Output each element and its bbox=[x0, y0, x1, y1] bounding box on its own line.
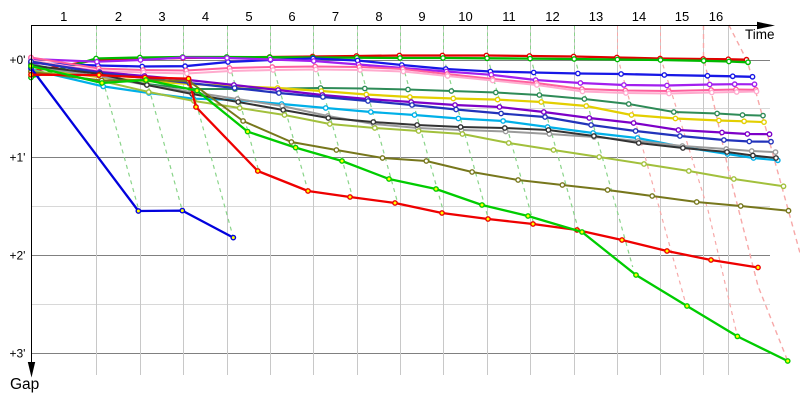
svg-text:3: 3 bbox=[158, 9, 165, 24]
svg-text:Gap: Gap bbox=[10, 376, 39, 393]
svg-text:9: 9 bbox=[418, 9, 425, 24]
svg-text:12: 12 bbox=[545, 9, 559, 24]
svg-text:8: 8 bbox=[375, 9, 382, 24]
svg-text:+0': +0' bbox=[10, 53, 26, 67]
svg-text:5: 5 bbox=[245, 9, 252, 24]
svg-text:6: 6 bbox=[288, 9, 295, 24]
svg-text:11: 11 bbox=[502, 9, 516, 24]
svg-text:Time: Time bbox=[745, 27, 775, 42]
svg-text:15: 15 bbox=[675, 9, 689, 24]
svg-text:4: 4 bbox=[202, 9, 209, 24]
svg-text:+1': +1' bbox=[10, 151, 26, 165]
svg-text:16: 16 bbox=[709, 9, 723, 24]
svg-text:13: 13 bbox=[589, 9, 603, 24]
svg-text:2: 2 bbox=[115, 9, 122, 24]
svg-text:1: 1 bbox=[60, 9, 67, 24]
svg-text:+3': +3' bbox=[10, 347, 26, 361]
svg-text:7: 7 bbox=[332, 9, 339, 24]
svg-text:10: 10 bbox=[458, 9, 472, 24]
svg-text:+2': +2' bbox=[10, 249, 26, 263]
svg-text:14: 14 bbox=[632, 9, 646, 24]
